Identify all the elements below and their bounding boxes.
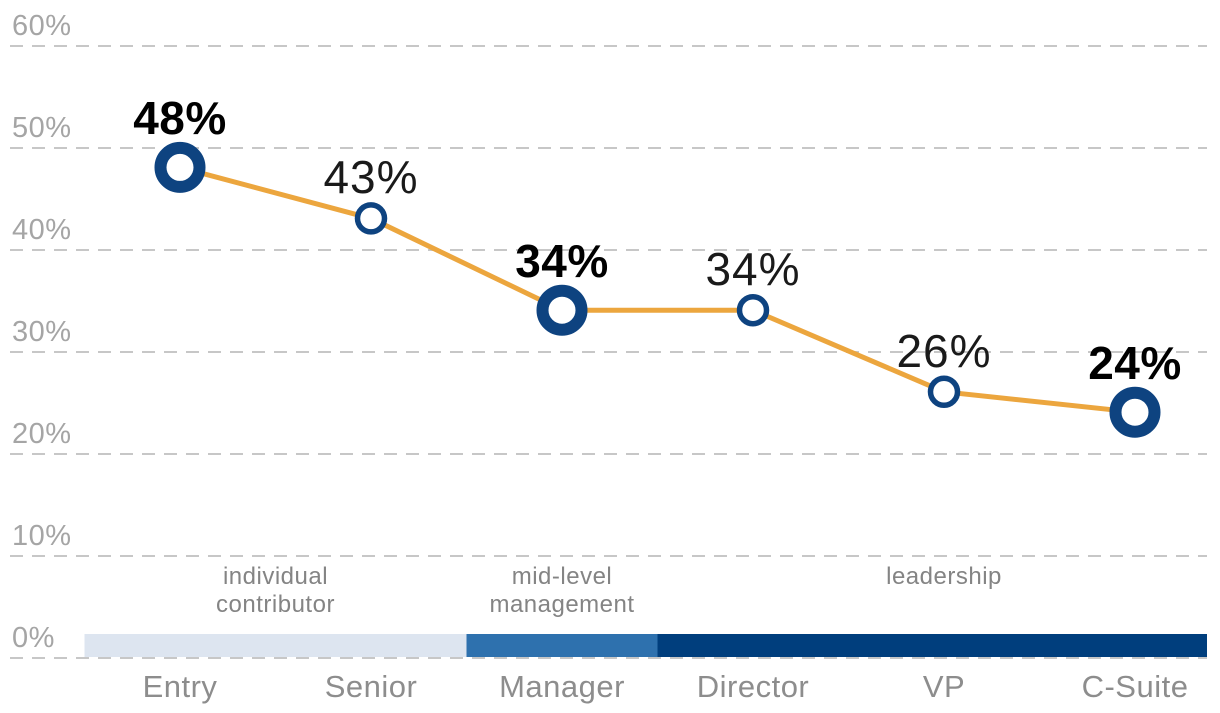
x-tick-label-manager: Manager xyxy=(499,669,625,704)
data-point-c-suite xyxy=(1109,386,1161,438)
group-label-mid-level-management: mid-level management xyxy=(489,563,635,618)
y-tick-label-50: 50% xyxy=(12,112,72,144)
y-tick-label-40: 40% xyxy=(12,214,72,246)
value-label-manager: 34% xyxy=(515,235,609,288)
x-tick-label-senior: Senior xyxy=(324,669,418,704)
y-tick-label-10: 10% xyxy=(12,520,72,552)
x-tick-label-vp: VP xyxy=(922,669,966,704)
value-label-csuite: 24% xyxy=(1088,337,1182,390)
y-tick-label-0: 0% xyxy=(12,622,55,654)
y-tick-label-30: 30% xyxy=(12,316,72,348)
value-label-senior: 43% xyxy=(323,151,419,204)
x-tick-label-director: Director xyxy=(696,669,810,704)
value-label-director: 34% xyxy=(705,243,801,296)
band-segment-0 xyxy=(84,634,467,657)
x-tick-label-csuite: C-Suite xyxy=(1081,669,1189,704)
trend-line xyxy=(179,164,1136,415)
band-segment-1 xyxy=(466,634,658,657)
group-label-leadership: leadership xyxy=(886,563,1002,590)
band-segment-2 xyxy=(657,634,1207,657)
value-label-vp: 26% xyxy=(896,324,992,377)
data-point-vp xyxy=(927,375,961,409)
group-label-individual-contributor: individual contributor xyxy=(216,563,335,618)
y-tick-label-20: 20% xyxy=(12,418,72,450)
data-point-entry xyxy=(154,141,206,193)
x-tick-label-entry: Entry xyxy=(142,669,218,704)
data-point-manager xyxy=(536,284,588,336)
data-point-markers xyxy=(154,141,1161,438)
gridlines xyxy=(10,45,1207,659)
data-point-director xyxy=(736,293,770,327)
value-label-entry: 48% xyxy=(133,92,227,145)
level-band-bar xyxy=(84,634,1207,657)
y-tick-label-60: 60% xyxy=(12,10,72,42)
data-point-senior xyxy=(354,202,388,235)
